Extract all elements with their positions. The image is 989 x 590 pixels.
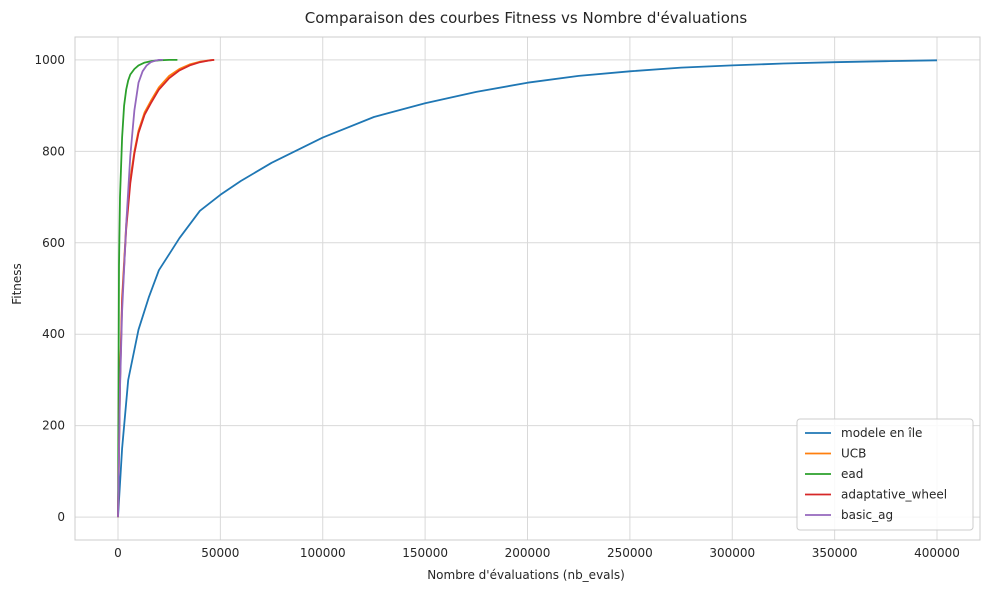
x-tick-label: 250000 [607,546,653,560]
legend-box [796,418,974,531]
chart-title: Comparaison des courbes Fitness vs Nombr… [305,9,748,27]
legend-label: UCB [841,447,866,461]
series-line-4 [117,59,163,518]
legend-label: basic_ag [841,508,893,522]
y-axis: 0 200 400 600 800 1000 [34,53,65,524]
y-axis-label: Fitness [10,263,24,305]
legend-label: adaptative_wheel [841,488,947,502]
y-tick-label: 0 [57,510,65,524]
legend: modele en île UCB ead adaptative_wheelbasic… [796,418,974,531]
y-tick-label: 800 [42,144,65,158]
x-tick-label: 100000 [300,546,346,560]
legend-label: modele en île [841,426,922,440]
series-line-2 [117,59,178,518]
series-line-0 [117,59,938,518]
legend-label: ead [841,467,863,481]
x-axis-label: Nombre d'évaluations (nb_evals) [427,568,625,582]
x-tick-label: 150000 [402,546,448,560]
x-tick-label: 200000 [505,546,551,560]
x-tick-label: 400000 [914,546,960,560]
x-tick-label: 350000 [812,546,858,560]
x-axis: 0 50000 100000 150000 200000 250000 300000 3500… [114,546,960,560]
series-lines [117,59,938,518]
x-tick-label: 50000 [201,546,239,560]
x-tick-label: 0 [114,546,122,560]
y-tick-label: 600 [42,236,65,250]
x-tick-label: 300000 [709,546,755,560]
y-tick-label: 400 [42,327,65,341]
y-tick-label: 200 [42,419,65,433]
plot-area [74,36,981,541]
y-tick-label: 1000 [34,53,65,67]
